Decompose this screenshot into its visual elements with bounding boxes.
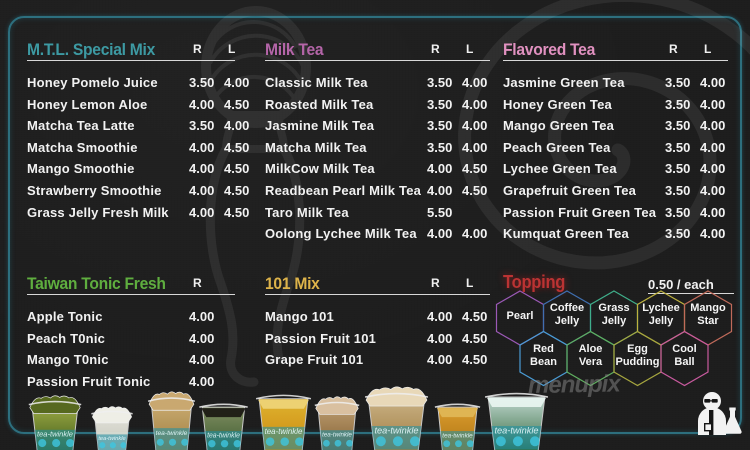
svg-text:tea-twinkle: tea-twinkle bbox=[37, 429, 73, 438]
svg-text:tea-twinkle: tea-twinkle bbox=[98, 436, 125, 442]
svg-text:tea-twinkle: tea-twinkle bbox=[494, 426, 538, 436]
svg-text:tea-twinkle: tea-twinkle bbox=[374, 426, 418, 436]
svg-text:tea-twinkle: tea-twinkle bbox=[322, 432, 352, 439]
svg-text:tea-twinkle: tea-twinkle bbox=[265, 427, 303, 436]
svg-text:tea-twinkle: tea-twinkle bbox=[207, 432, 240, 439]
svg-text:tea-twinkle: tea-twinkle bbox=[442, 432, 473, 439]
svg-text:tea-twinkle: tea-twinkle bbox=[156, 430, 188, 437]
